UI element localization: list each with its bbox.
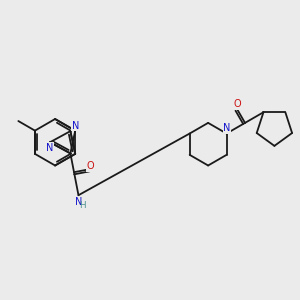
Text: N: N: [71, 121, 79, 130]
Text: H: H: [79, 201, 86, 210]
Text: N: N: [46, 143, 54, 153]
Text: O: O: [86, 161, 94, 171]
Text: N: N: [75, 197, 82, 207]
Text: O: O: [233, 99, 241, 109]
Text: N: N: [223, 124, 231, 134]
